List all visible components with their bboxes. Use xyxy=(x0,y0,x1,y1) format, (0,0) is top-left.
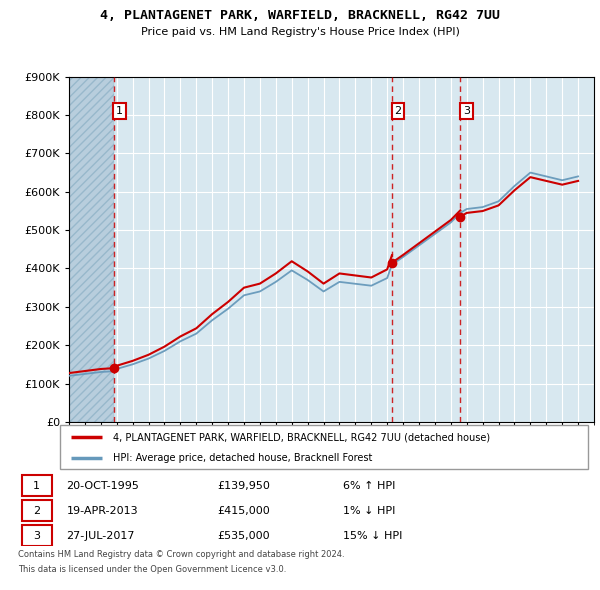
Text: £535,000: £535,000 xyxy=(218,531,270,541)
Text: 2: 2 xyxy=(33,506,40,516)
Text: 4, PLANTAGENET PARK, WARFIELD, BRACKNELL, RG42 7UU: 4, PLANTAGENET PARK, WARFIELD, BRACKNELL… xyxy=(100,9,500,22)
Text: £415,000: £415,000 xyxy=(218,506,270,516)
Text: Price paid vs. HM Land Registry's House Price Index (HPI): Price paid vs. HM Land Registry's House … xyxy=(140,27,460,37)
FancyBboxPatch shape xyxy=(22,525,52,546)
Text: 3: 3 xyxy=(463,106,470,116)
Text: 20-OCT-1995: 20-OCT-1995 xyxy=(67,481,139,491)
Text: Contains HM Land Registry data © Crown copyright and database right 2024.: Contains HM Land Registry data © Crown c… xyxy=(18,550,344,559)
Text: 19-APR-2013: 19-APR-2013 xyxy=(67,506,138,516)
Text: 1% ↓ HPI: 1% ↓ HPI xyxy=(343,506,395,516)
Text: 3: 3 xyxy=(34,531,40,541)
FancyBboxPatch shape xyxy=(60,425,588,469)
Bar xyxy=(69,77,113,422)
FancyBboxPatch shape xyxy=(22,475,52,496)
Text: 27-JUL-2017: 27-JUL-2017 xyxy=(67,531,135,541)
Text: 2: 2 xyxy=(394,106,401,116)
Text: 4, PLANTAGENET PARK, WARFIELD, BRACKNELL, RG42 7UU (detached house): 4, PLANTAGENET PARK, WARFIELD, BRACKNELL… xyxy=(113,432,490,442)
FancyBboxPatch shape xyxy=(22,500,52,522)
Text: HPI: Average price, detached house, Bracknell Forest: HPI: Average price, detached house, Brac… xyxy=(113,453,372,463)
Text: 15% ↓ HPI: 15% ↓ HPI xyxy=(343,531,402,541)
Text: £139,950: £139,950 xyxy=(218,481,271,491)
Text: 1: 1 xyxy=(116,106,123,116)
Text: 6% ↑ HPI: 6% ↑ HPI xyxy=(343,481,395,491)
Text: 1: 1 xyxy=(34,481,40,491)
Text: This data is licensed under the Open Government Licence v3.0.: This data is licensed under the Open Gov… xyxy=(18,565,286,573)
